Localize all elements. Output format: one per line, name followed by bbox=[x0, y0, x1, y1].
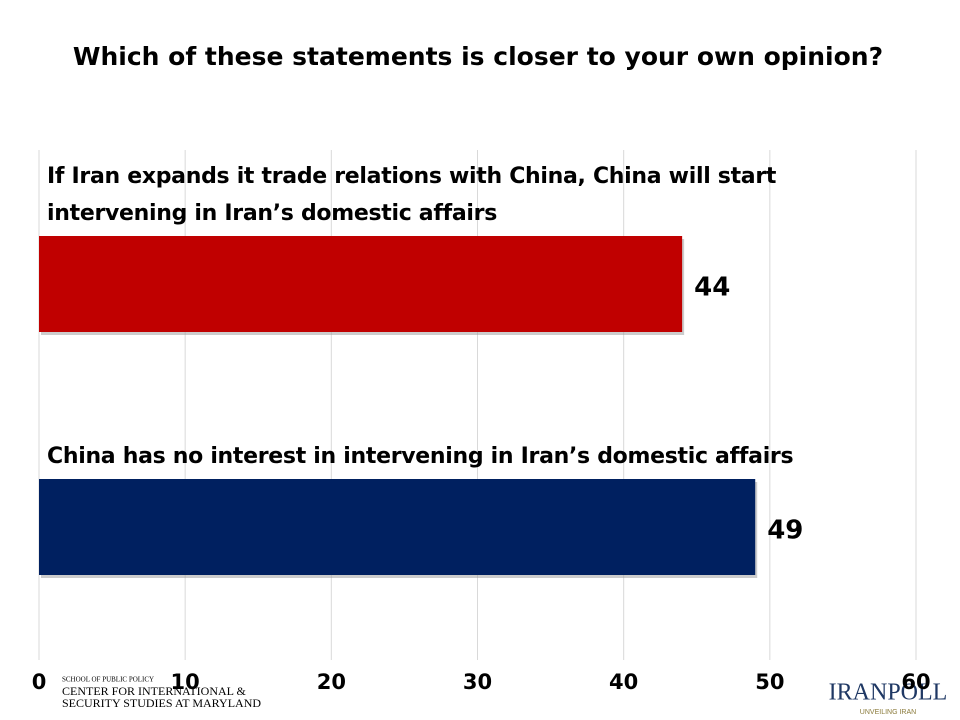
data-label: 44 bbox=[694, 273, 730, 303]
bar bbox=[39, 236, 683, 332]
x-tick-label: 10 bbox=[171, 670, 200, 694]
chart-title: Which of these statements is closer to y… bbox=[73, 42, 883, 71]
logo-text: IRANPOLL bbox=[829, 680, 948, 706]
x-tick-label: 60 bbox=[901, 670, 930, 694]
logo-text: CENTER FOR INTERNATIONAL & bbox=[62, 684, 247, 698]
x-tick-label: 20 bbox=[317, 670, 346, 694]
x-tick-label: 40 bbox=[609, 670, 638, 694]
x-tick-label: 0 bbox=[32, 670, 47, 694]
category-label: China has no interest in intervening in … bbox=[47, 444, 794, 469]
x-tick-label: 30 bbox=[463, 670, 492, 694]
data-label: 49 bbox=[767, 516, 803, 546]
logo-text: SECURITY STUDIES AT MARYLAND bbox=[62, 696, 261, 710]
x-tick-label: 50 bbox=[755, 670, 784, 694]
logo-text: UNVEILING IRAN bbox=[860, 709, 916, 716]
category-label: If Iran expands it trade relations with … bbox=[47, 164, 777, 226]
logo-text: SCHOOL OF PUBLIC POLICY bbox=[62, 676, 154, 684]
bar bbox=[39, 479, 756, 575]
